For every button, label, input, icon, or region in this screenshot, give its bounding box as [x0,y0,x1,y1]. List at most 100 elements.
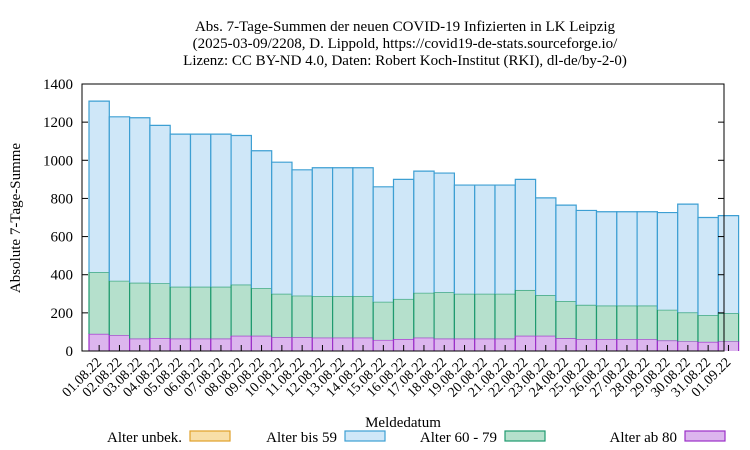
legend-swatch [344,430,386,442]
y-tick-label: 400 [51,268,74,284]
legend: Alter unbek. Alter bis 59 Alter 60 - 79 Alt… [107,430,726,446]
bar-segment [434,292,455,339]
bar-segment [332,337,353,351]
bar-segment [413,171,435,293]
bar-segment [596,305,617,340]
y-tick-label: 800 [51,191,74,207]
y-axis: 0 200 400 600 800 1000 1200 1400 [43,77,724,360]
bar-segment [535,197,556,296]
bar-segment [657,212,678,310]
bar-segment [352,337,374,351]
y-tick-label: 600 [51,230,74,246]
bar-segment [495,185,516,294]
bar-segment [434,338,455,351]
legend-label: Alter bis 59 [266,430,337,446]
bar-segment [170,134,191,287]
bar-segment [210,134,232,287]
bar-segment [616,305,638,340]
y-axis-label: Absolute 7-Tage-Summe [8,143,24,294]
bar-segment [109,335,130,351]
bar-segment [718,313,739,342]
y-tick-label: 1400 [43,77,73,93]
bar-segment [210,338,232,351]
bar-segment [149,338,171,351]
bar-segment [312,167,333,297]
bar-segment [515,179,536,290]
legend-swatch [504,430,546,442]
bar-segment [454,185,475,294]
bar-segment [616,211,638,306]
bar-segment [718,215,739,314]
bar-segment [352,296,374,338]
legend-label: Alter unbek. [107,430,182,446]
bar-segment [231,335,252,351]
y-tick-label: 200 [51,306,74,322]
bar-segment [109,116,130,281]
bar-segment [210,286,232,339]
bar-segment [515,289,536,336]
bar-segment [271,162,292,294]
bar-segment [698,315,719,342]
bar-segment [637,211,658,306]
bar-segment [89,101,110,273]
bar-segment [190,134,211,287]
bar-segment [271,293,292,338]
bar-segment [474,338,495,351]
bar-segment [190,286,211,339]
legend-label: Alter 60 - 79 [420,430,497,446]
bar-segment [129,338,150,351]
bar-segment [251,335,272,351]
bar-segment [474,185,495,294]
bar-segment [271,337,292,351]
bar-segment [515,335,536,351]
bar-segment [393,338,414,351]
bar-segment [251,288,272,336]
y-tick-label: 0 [66,344,74,360]
bar-segment [677,312,698,342]
bar-segment [332,167,353,297]
bar-segment [413,292,435,338]
bar-segment [657,309,678,341]
bar-segment [576,210,597,305]
bar-segment [231,135,252,285]
bar-segment [170,338,191,351]
bar-segment [292,337,313,351]
bar-segment [89,272,110,334]
bar-segment [251,150,272,289]
bar-segment [190,338,211,351]
bar-segment [312,296,333,338]
bar-segment [393,179,414,299]
y-tick-label: 1200 [43,115,73,131]
bar-segment [149,125,171,284]
bar-segment [698,217,719,316]
bar-segment [292,169,313,296]
bar-segment [373,301,394,340]
bar-segment [332,296,353,338]
bar-segment [495,293,516,339]
bar-segment [312,337,333,351]
bar-segment [535,335,556,351]
bar-segment [292,295,313,338]
title-line-3: Lizenz: CC BY-ND 4.0, Daten: Robert Koch… [183,53,627,69]
bar-segment [393,298,414,339]
title-line-1: Abs. 7-Tage-Summen der neuen COVID-19 In… [195,19,616,35]
bar-segment [434,173,455,293]
bar-segment [373,186,394,302]
bar-segment [637,305,658,340]
bar-segment [535,295,556,336]
plot-frame [81,83,725,352]
bar-outline [717,214,740,314]
bar-segment [109,280,130,336]
bar-segment [677,204,698,313]
bar-segment [555,301,577,339]
bar-segment [454,338,475,351]
bar-segment [89,333,110,351]
bar-segment [413,337,435,351]
bar-segment [170,286,191,339]
bar-segment [231,284,252,336]
bar-segment [454,293,475,339]
bars-layer [88,100,740,351]
legend-swatch [189,430,231,442]
bar-segment [596,211,617,306]
